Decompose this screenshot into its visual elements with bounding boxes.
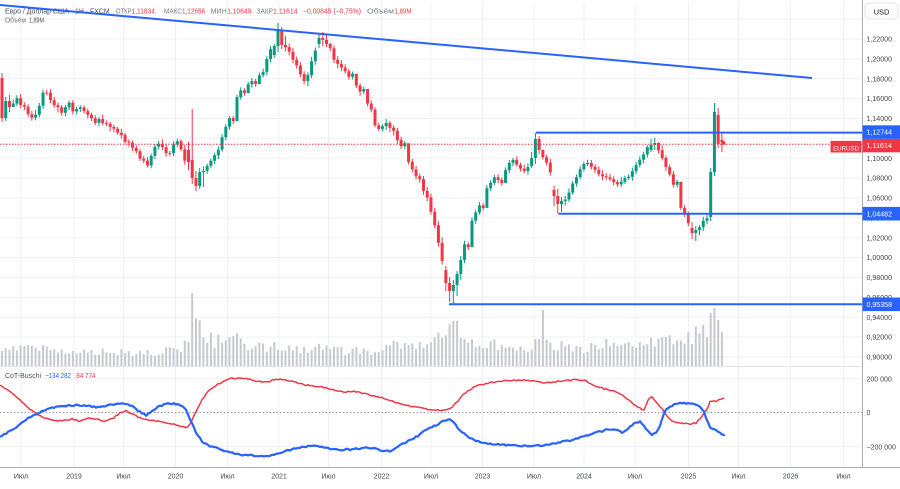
svg-text:Июл: Июл <box>628 474 642 481</box>
svg-text:1,08000: 1,08000 <box>867 176 893 183</box>
svg-text:USD: USD <box>874 7 890 16</box>
svg-text:−134 282: −134 282 <box>45 373 71 380</box>
svg-text:1,89М: 1,89М <box>395 8 412 15</box>
svg-text:1,18000: 1,18000 <box>867 76 893 83</box>
svg-text:1,06000: 1,06000 <box>867 196 893 203</box>
svg-text:1,10000: 1,10000 <box>867 156 893 163</box>
svg-text:ЗАКР: ЗАКР <box>257 8 274 15</box>
svg-text:ОТКР: ОТКР <box>116 8 132 15</box>
svg-text:2023: 2023 <box>475 474 491 481</box>
svg-text:Июл: Июл <box>527 474 541 481</box>
svg-text:2020: 2020 <box>168 474 184 481</box>
svg-text:Июл: Июл <box>731 474 745 481</box>
svg-text:2025: 2025 <box>681 474 697 481</box>
svg-text:Июл: Июл <box>14 474 28 481</box>
svg-text:2026: 2026 <box>783 474 799 481</box>
svg-text:1,04482: 1,04482 <box>867 211 893 218</box>
svg-text:МАКС: МАКС <box>164 8 182 15</box>
svg-text:2024: 2024 <box>576 474 592 481</box>
svg-text:0,98000: 0,98000 <box>867 275 893 282</box>
svg-text:Июл: Июл <box>116 474 130 481</box>
svg-text:−200 000: −200 000 <box>867 444 896 451</box>
svg-text:Июл: Июл <box>321 474 335 481</box>
svg-text:1,11614: 1,11614 <box>273 8 298 15</box>
svg-text:84 774: 84 774 <box>76 373 95 380</box>
svg-text:1,11834: 1,11834 <box>132 8 156 15</box>
svg-text:1,00000: 1,00000 <box>867 255 893 262</box>
svg-text:Объём: Объём <box>5 17 26 25</box>
svg-text:Объём: Объём <box>367 7 394 15</box>
svg-text:1,10649: 1,10649 <box>227 8 251 15</box>
svg-text:200 000: 200 000 <box>867 376 892 383</box>
svg-text:0,90000: 0,90000 <box>867 355 893 362</box>
svg-text:1,11614: 1,11614 <box>867 143 893 150</box>
svg-text:1,22000: 1,22000 <box>867 37 893 44</box>
svg-text:Июл: Июл <box>836 474 850 481</box>
svg-text:0,92000: 0,92000 <box>867 335 893 342</box>
svg-text:EURUSD: EURUSD <box>833 146 859 153</box>
svg-text:Июл: Июл <box>424 474 438 481</box>
svg-text:2021: 2021 <box>271 474 287 481</box>
svg-text:CoT-Buschi: CoT-Buschi <box>5 373 41 380</box>
svg-text:1,16000: 1,16000 <box>867 96 893 103</box>
svg-text:1,12744: 1,12744 <box>867 130 893 137</box>
svg-text:1,14000: 1,14000 <box>867 116 893 123</box>
svg-text:0,94000: 0,94000 <box>867 315 893 322</box>
svg-text:МИН: МИН <box>211 8 227 15</box>
svg-text:Июл: Июл <box>220 474 234 481</box>
svg-text:0: 0 <box>867 410 871 417</box>
svg-text:1,20000: 1,20000 <box>867 57 893 64</box>
svg-text:0,95358: 0,95358 <box>867 302 893 309</box>
svg-text:1,89М: 1,89М <box>29 18 44 25</box>
svg-text:−0,00845 (−0,75%): −0,00845 (−0,75%) <box>303 8 361 15</box>
svg-text:1,12656: 1,12656 <box>182 8 205 15</box>
svg-text:2022: 2022 <box>374 474 390 481</box>
svg-text:2019: 2019 <box>66 474 82 481</box>
svg-text:1,02000: 1,02000 <box>867 235 893 242</box>
